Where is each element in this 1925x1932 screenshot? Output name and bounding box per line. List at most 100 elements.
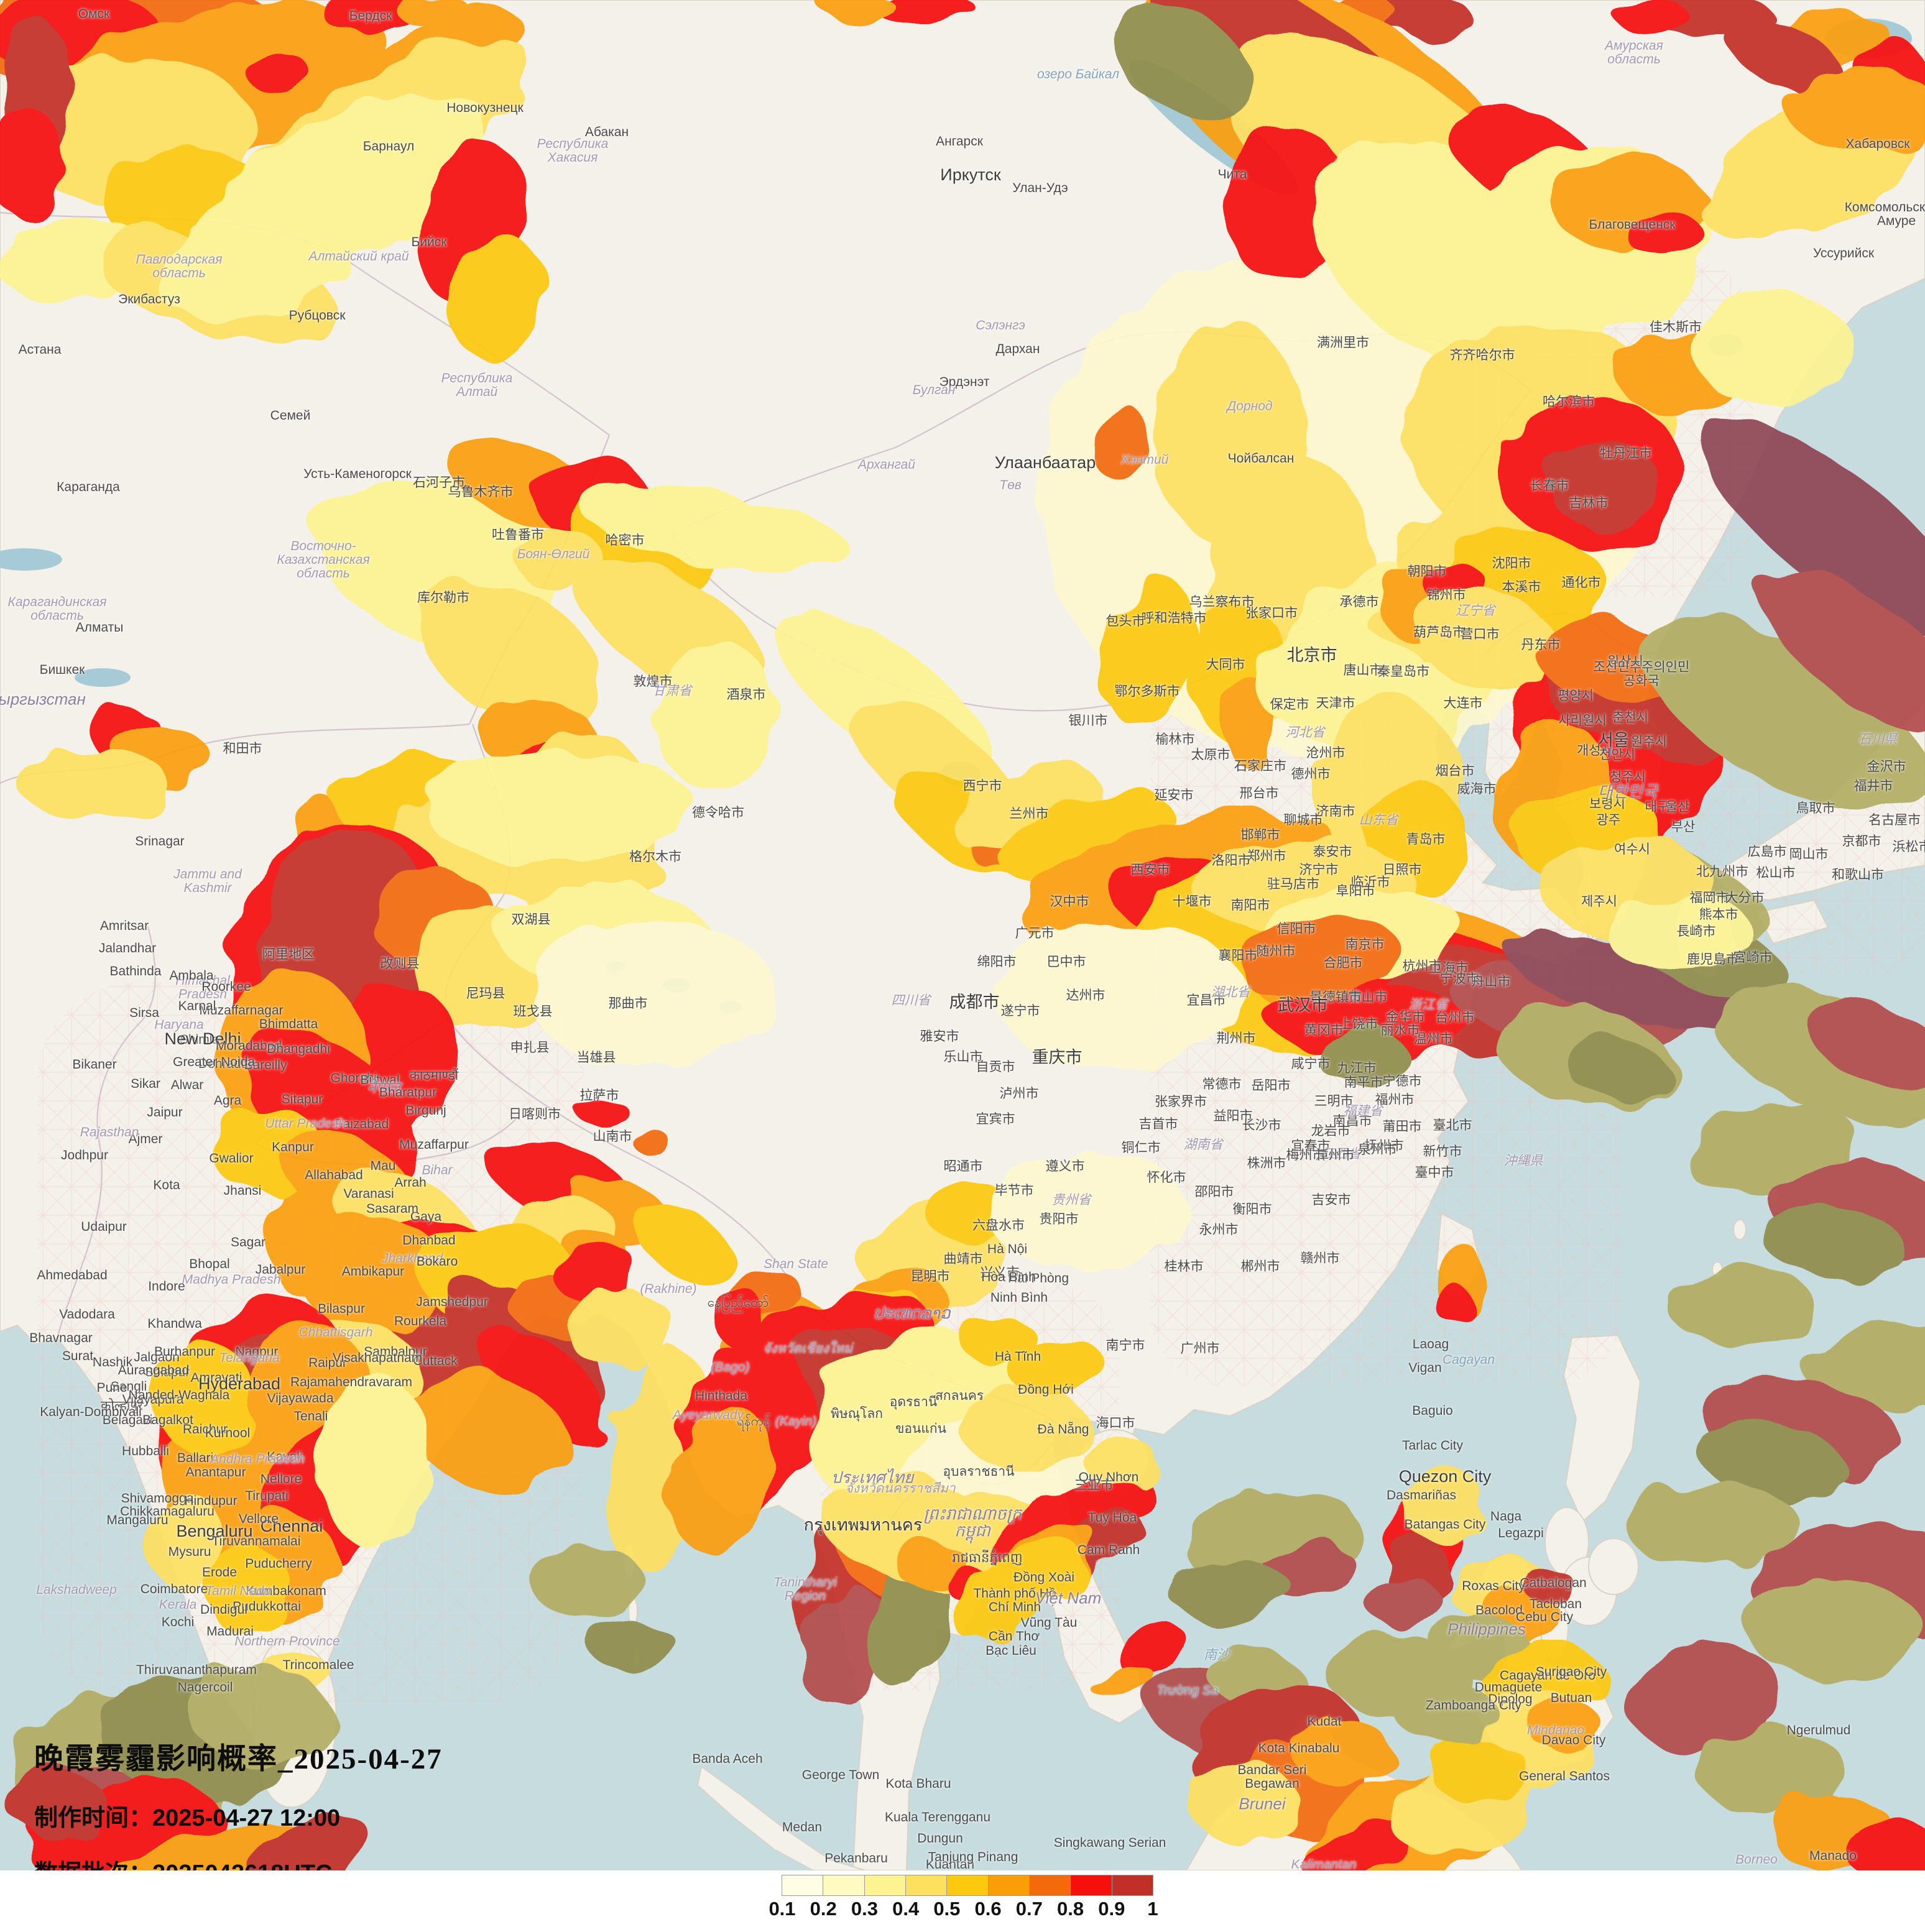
heat-blob	[1413, 587, 1559, 694]
heat-blob	[249, 53, 311, 96]
heat-blob	[821, 0, 895, 21]
heat-blob	[653, 640, 777, 789]
legend-tick: 0.3	[851, 1898, 878, 1920]
legend-tick: 0.7	[1015, 1898, 1043, 1920]
legend-swatch	[1071, 1875, 1112, 1895]
heat-blob	[1082, 1436, 1156, 1486]
heat-blob	[1436, 1287, 1474, 1324]
heat-blob	[926, 1181, 1013, 1243]
legend-swatch	[823, 1875, 865, 1895]
legend-tick: 0.2	[810, 1898, 837, 1920]
heat-blob	[1697, 1728, 1847, 1815]
heat-blob	[423, 752, 696, 864]
heat-blob	[578, 1097, 628, 1128]
heat-blob	[1623, 1641, 1784, 1753]
heat-blob	[1112, 5, 1251, 119]
heat-blob	[1604, 895, 1753, 970]
heat-blob	[1530, 1703, 1604, 1753]
heat-blob	[995, 920, 1244, 1069]
heat-blob	[958, 1312, 1032, 1361]
legend-swatch	[947, 1875, 989, 1895]
heat-blob	[1847, 1821, 1925, 1870]
heat-blob	[1530, 620, 1678, 698]
heat-blob	[6, 1772, 106, 1834]
landmass-sumatra	[696, 1765, 866, 1870]
legend-tick: 0.1	[769, 1898, 796, 1920]
legend-tick: 0.8	[1056, 1898, 1084, 1920]
heat-blob	[1760, 1204, 1908, 1282]
heat-blob	[1629, 211, 1704, 261]
heat-blob	[580, 484, 850, 573]
heat-blob	[1791, 68, 1925, 155]
heat-blob	[1114, 1626, 1186, 1669]
heat-blob	[800, 1586, 891, 1709]
probability-legend: 0.1 0.2 0.3 0.4 0.5 0.6 0.7 0.8 0.9 1	[769, 1875, 1158, 1925]
heat-blob	[317, 1374, 429, 1548]
heat-blob	[1094, 404, 1150, 485]
haze-probability-heat-layer	[0, 0, 1925, 1870]
heat-blob	[1548, 441, 1660, 528]
legend-swatch	[782, 1875, 824, 1895]
heat-blob	[529, 920, 777, 1069]
heat-blob	[628, 1125, 665, 1150]
heat-blob	[187, 1665, 335, 1767]
heat-blob	[1268, 982, 1467, 1057]
heat-blob	[447, 236, 548, 361]
landmass-luzon	[1563, 1334, 1641, 1523]
heat-blob	[1806, 1001, 1925, 1088]
lake-issyk-kul	[75, 668, 131, 687]
production-time-line: 制作时间：2025-04-27 12:00	[34, 1798, 443, 1833]
map-canvas: Омск Бердск Новокузнецк Барнаул Бийск Абакан Р…	[0, 0, 1925, 1887]
heat-blob	[298, 1218, 448, 1330]
production-time-value: 2025-04-27 12:00	[152, 1805, 341, 1831]
legend-swatch	[988, 1875, 1030, 1895]
heat-blob	[251, 1816, 371, 1870]
heat-blob	[1104, 579, 1197, 726]
legend-strip: 0.1 0.2 0.3 0.4 0.5 0.6 0.7 0.8 0.9 1	[0, 1870, 1925, 1932]
heat-blob	[669, 1406, 773, 1553]
landmass-okinawa-1	[1733, 1219, 1747, 1240]
heat-blob	[1747, 1579, 1921, 1678]
heat-blob	[155, 1343, 255, 1455]
legend-tick: 0.9	[1098, 1898, 1125, 1920]
heat-blob	[205, 1548, 292, 1635]
production-time-label: 制作时间：	[34, 1805, 153, 1831]
heat-blob	[149, 1492, 224, 1591]
heat-blob	[964, 1386, 1088, 1473]
heat-blob	[1007, 1336, 1107, 1399]
heat-blob	[989, 1150, 1188, 1274]
heat-blob	[1698, 1422, 1846, 1500]
legend-swatch	[1112, 1875, 1153, 1895]
heat-blob	[418, 579, 602, 726]
map-title-block: 晚霞雾霾影响概率_2025-04-27 制作时间：2025-04-27 12:0…	[34, 1734, 443, 1888]
heat-blob	[1562, 1036, 1671, 1103]
heat-blob	[1702, 419, 1925, 638]
heat-blob	[1318, 1026, 1405, 1088]
legend-swatch	[864, 1875, 906, 1895]
heat-blob	[1089, 1660, 1149, 1697]
heat-blob	[535, 1548, 647, 1622]
heat-blob	[591, 1622, 678, 1672]
heat-blob	[952, 1542, 1087, 1641]
legend-swatch	[905, 1875, 948, 1895]
heat-blob	[1301, 1817, 1410, 1870]
heat-blob	[1430, 1741, 1530, 1803]
heat-blob	[638, 1207, 730, 1280]
heat-blob	[157, 91, 489, 319]
legend-tick: 1	[1147, 1898, 1158, 1920]
heat-blob	[553, 1243, 640, 1305]
heat-blob	[1726, 17, 1843, 94]
heat-blob	[1640, 614, 1925, 816]
heat-blob	[1169, 1560, 1293, 1622]
heat-blob	[1293, 1722, 1393, 1784]
heat-blob	[1368, 1579, 1443, 1629]
heat-blob	[877, 0, 976, 27]
heat-blob	[1399, 1467, 1486, 1542]
legend-tick-labels: 0.1 0.2 0.3 0.4 0.5 0.6 0.7 0.8 0.9 1	[769, 1898, 1158, 1923]
map-title: 晚霞雾霾影响概率_2025-04-27	[34, 1743, 443, 1775]
heat-blob	[485, 1330, 609, 1442]
legend-color-ramp	[782, 1875, 1153, 1896]
heat-blob	[19, 746, 168, 821]
heat-blob	[1623, 1479, 1797, 1566]
